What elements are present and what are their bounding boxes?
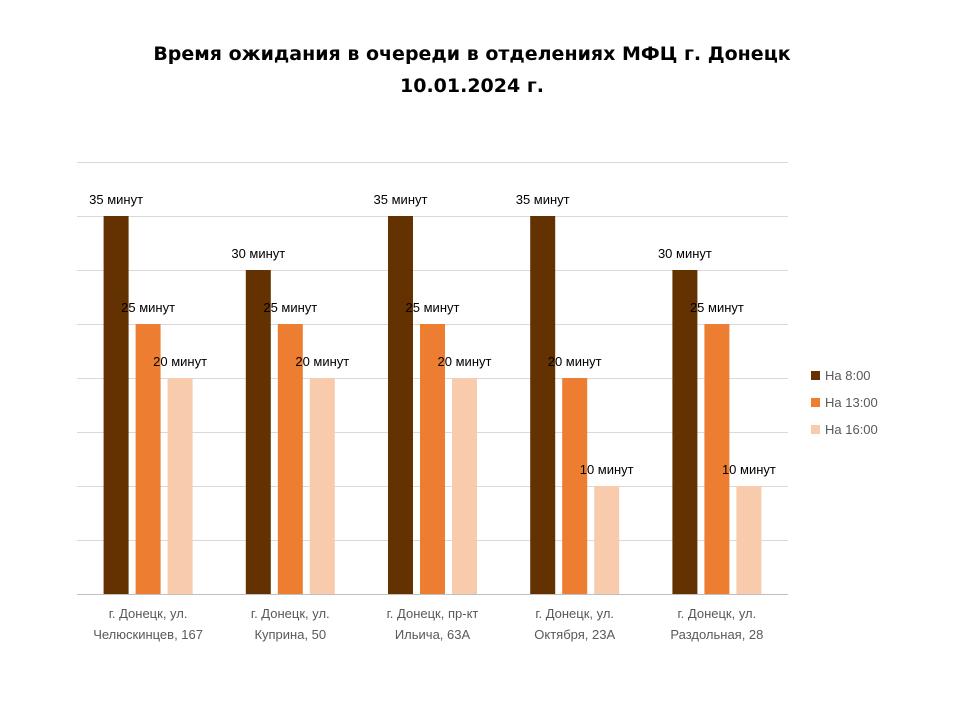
bar-1-1 [103,216,129,594]
data-label-3-2: 20 минут [295,354,349,369]
data-label-3-5: 10 минут [722,462,776,477]
bar-3-2 [309,378,335,594]
bar-3-1 [167,378,193,594]
chart-title-line2: 10.01.2024 г. [400,75,544,97]
data-label-3-4: 10 минут [580,462,634,477]
category-label-1-line1: г. Донецк, ул. [109,606,188,621]
bar-1-5 [672,270,698,594]
category-label-2-line2: Куприна, 50 [254,627,326,642]
bar-1-2 [245,270,271,594]
category-label-5-line2: Раздольная, 28 [670,627,763,642]
legend-label-1: На 8:00 [825,368,871,383]
chart-title-line1: Время ожидания в очереди в отделениях МФ… [153,43,791,65]
data-label-2-1: 25 минут [121,300,175,315]
category-label-3-line2: Ильича, 63А [395,627,471,642]
category-label-5-line1: г. Донецк, ул. [678,606,757,621]
category-label-3-line1: г. Донецк, пр-кт [387,606,479,621]
legend-swatch-3 [811,425,820,434]
legend: На 8:00 На 13:00 На 16:00 [811,368,878,437]
gridlines [77,162,788,595]
bar-2-2 [277,324,303,594]
chart-title: Время ожидания в очереди в отделениях МФ… [0,38,944,102]
data-label-2-5: 25 минут [690,300,744,315]
data-label-2-4: 20 минут [548,354,602,369]
category-label-2-line1: г. Донецк, ул. [251,606,330,621]
data-label-3-1: 20 минут [153,354,207,369]
bar-2-4 [562,378,588,594]
category-labels: г. Донецк, ул. Челюскинцев, 167 г. Донецк,… [93,606,763,642]
bar-1-4 [530,216,556,594]
legend-swatch-2 [811,398,820,407]
legend-swatch-1 [811,371,820,380]
data-label-1-4: 35 минут [516,192,570,207]
category-label-4-line1: г. Донецк, ул. [535,606,614,621]
data-label-1-5: 30 минут [658,246,712,261]
data-label-1-2: 30 минут [231,246,285,261]
bar-1-3 [388,216,413,594]
legend-label-2: На 13:00 [825,395,878,410]
category-label-1-line2: Челюскинцев, 167 [93,627,203,642]
data-label-2-2: 25 минут [263,300,317,315]
data-label-1-3: 35 минут [374,192,428,207]
bar-3-5 [736,486,762,594]
data-label-1-1: 35 минут [89,192,143,207]
data-label-3-3: 20 минут [438,354,492,369]
data-label-2-3: 25 минут [406,300,460,315]
bar-3-3 [452,378,477,594]
data-labels: 35 минут 25 минут 20 минут 30 минут 25 минут… [89,192,776,477]
bars [103,216,762,594]
legend-label-3: На 16:00 [825,422,878,437]
category-label-4-line2: Октября, 23А [534,627,615,642]
bar-2-1 [135,324,161,594]
bar-2-3 [420,324,445,594]
bar-2-5 [704,324,730,594]
bar-3-4 [594,486,620,594]
